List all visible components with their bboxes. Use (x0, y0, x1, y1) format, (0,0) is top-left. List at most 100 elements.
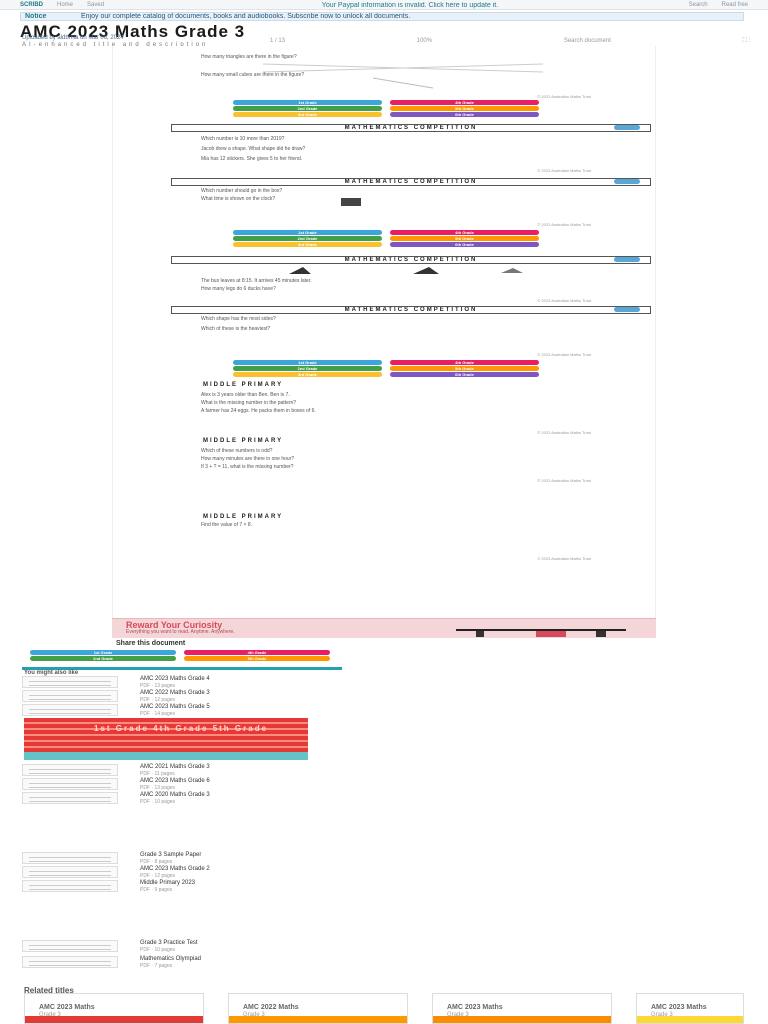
nav-search[interactable]: Search (688, 1, 708, 8)
grade-ad-block-share[interactable]: 1st Grade 4th Grade 2nd Grade 5th Grade (30, 650, 330, 661)
zoom-level[interactable]: 100% (416, 38, 433, 44)
share-ad-panel[interactable]: 1st Grade 4th Grade 2nd Grade 5th Grade (22, 648, 342, 670)
recommended-item[interactable]: Grade 3 Practice Test PDF · 10 pages (22, 940, 422, 954)
doc-name[interactable]: Grade 3 Sample Paper (140, 852, 202, 858)
page-indicator[interactable]: 1 / 13 (270, 38, 286, 44)
ad-pill[interactable]: 1st Grade (30, 650, 176, 655)
ad-pill[interactable]: 4th Grade (390, 230, 539, 235)
related-card-title[interactable]: AMC 2023 Maths (447, 1004, 503, 1011)
grade-ad-block-1[interactable]: 1st Grade 4th Grade 2nd Grade 5th Grade … (233, 100, 539, 117)
read-free-button[interactable]: Read free (721, 1, 748, 8)
ad-pill[interactable]: 1st Grade (233, 100, 382, 105)
related-card[interactable]: AMC 2023 Maths Grade 3 (432, 993, 612, 1024)
viewer-actions[interactable]: ⛶ ⋮ (742, 38, 750, 44)
ad-pill[interactable]: 5th Grade (390, 106, 539, 111)
ad-pill[interactable]: 6th Grade (390, 112, 539, 117)
question-7: What time is shown on the clock? (201, 196, 276, 202)
thumb-line (29, 871, 111, 872)
grade-ad-block-3[interactable]: 1st Grade 4th Grade 2nd Grade 5th Grade … (233, 360, 539, 377)
reward-title: Reward Your Curiosity (126, 620, 223, 630)
question-figure-2 (341, 198, 361, 206)
related-card[interactable]: AMC 2023 Maths Grade 3 (636, 993, 744, 1024)
grade-ad-block-2[interactable]: 1st Grade 4th Grade 2nd Grade 5th Grade … (233, 230, 539, 247)
ad-pill[interactable]: 3rd Grade (233, 372, 382, 377)
ad-pill[interactable]: 5th Grade (390, 366, 539, 371)
related-card[interactable]: AMC 2023 Maths Grade 3 (24, 993, 204, 1024)
brand-logo[interactable]: SCRIBD (20, 1, 44, 8)
recommended-item[interactable]: Grade 3 Sample Paper PDF · 8 pages (22, 852, 422, 866)
thumb-line (29, 885, 111, 886)
doc-name[interactable]: AMC 2023 Maths Grade 4 (140, 676, 210, 682)
section-header-text: MATHEMATICS COMPETITION (344, 307, 478, 313)
question-5: Mia has 12 stickers. She gives 5 to her … (201, 156, 303, 162)
recommended-item[interactable]: AMC 2020 Maths Grade 3 PDF · 10 pages (22, 792, 422, 806)
doc-name[interactable]: AMC 2020 Maths Grade 3 (140, 792, 210, 798)
doc-thumbnail[interactable] (22, 852, 118, 864)
recommended-item[interactable]: Mathematics Olympiad PDF · 7 pages (22, 956, 422, 970)
card-strip (637, 1016, 743, 1023)
recommended-item[interactable]: AMC 2023 Maths Grade 2 PDF · 12 pages (22, 866, 422, 880)
related-card-title[interactable]: AMC 2022 Maths (243, 1004, 299, 1011)
doc-name[interactable]: Mathematics Olympiad (140, 956, 202, 962)
doc-name[interactable]: Grade 3 Practice Test (140, 940, 198, 946)
search-document-input[interactable]: Search document (563, 38, 611, 44)
header-pill (614, 257, 640, 262)
ad-pill[interactable]: 6th Grade (390, 242, 539, 247)
reward-banner[interactable]: Reward Your Curiosity Everything you wan… (112, 618, 656, 638)
thumb-line (29, 949, 111, 950)
ad-pill[interactable]: 2nd Grade (233, 106, 382, 111)
doc-thumbnail[interactable] (22, 690, 118, 702)
recommended-item[interactable]: Middle Primary 2023 PDF · 9 pages (22, 880, 422, 894)
section-header-text: MATHEMATICS COMPETITION (344, 125, 478, 131)
ad-pill[interactable]: 4th Grade (390, 100, 539, 105)
card-strip (229, 1016, 407, 1023)
thumb-line (29, 961, 111, 962)
sidebar-ad[interactable]: 1st Grade 4th Grade 5th Grade (24, 718, 308, 760)
doc-thumbnail[interactable] (22, 956, 118, 968)
ad-pill[interactable]: 5th Grade (184, 656, 330, 661)
ad-pill[interactable]: 3rd Grade (233, 112, 382, 117)
doc-thumbnail[interactable] (22, 866, 118, 878)
recommended-item[interactable]: AMC 2021 Maths Grade 3 PDF · 11 pages (22, 764, 422, 778)
recommended-item[interactable]: AMC 2023 Maths Grade 6 PDF · 13 pages (22, 778, 422, 792)
doc-thumbnail[interactable] (22, 704, 118, 716)
thumb-line (29, 857, 111, 858)
related-card-subtitle: Grade 3 (447, 1012, 469, 1018)
thumb-line (29, 699, 111, 700)
doc-thumbnail[interactable] (22, 676, 118, 688)
doc-thumbnail[interactable] (22, 880, 118, 892)
doc-thumbnail[interactable] (22, 792, 118, 804)
related-card-title[interactable]: AMC 2023 Maths (39, 1004, 95, 1011)
payment-warning-banner[interactable]: Your Paypal information is invalid. Clic… (321, 2, 499, 9)
recommended-item[interactable]: AMC 2023 Maths Grade 4 PDF · 13 pages (22, 676, 422, 690)
doc-name[interactable]: AMC 2023 Maths Grade 6 (140, 778, 210, 784)
doc-thumbnail[interactable] (22, 778, 118, 790)
ad-pill[interactable]: 2nd Grade (30, 656, 176, 661)
ad-pill[interactable]: 5th Grade (390, 236, 539, 241)
recommended-item[interactable]: AMC 2023 Maths Grade 5 PDF · 14 pages (22, 704, 422, 718)
doc-name[interactable]: AMC 2021 Maths Grade 3 (140, 764, 210, 770)
ad-pill[interactable]: 4th Grade (184, 650, 330, 655)
ad-pill[interactable]: 4th Grade (390, 360, 539, 365)
ad-pill[interactable]: 3rd Grade (233, 242, 382, 247)
doc-thumbnail[interactable] (22, 764, 118, 776)
nav-saved[interactable]: Saved (87, 1, 105, 8)
ad-pill[interactable]: 6th Grade (390, 372, 539, 377)
ad-pill[interactable]: 1st Grade (233, 230, 382, 235)
related-card[interactable]: AMC 2022 Maths Grade 3 (228, 993, 408, 1024)
doc-info: PDF · 10 pages (140, 799, 176, 805)
related-card-title[interactable]: AMC 2023 Maths (651, 1004, 707, 1011)
related-titles-heading: Related titles (24, 986, 74, 995)
question-2: How many small cubes are there in the fi… (201, 72, 305, 78)
doc-name[interactable]: AMC 2023 Maths Grade 5 (140, 704, 210, 710)
doc-name[interactable]: Middle Primary 2023 (140, 880, 196, 886)
recommended-item[interactable]: AMC 2022 Maths Grade 3 PDF · 12 pages (22, 690, 422, 704)
doc-name[interactable]: AMC 2022 Maths Grade 3 (140, 690, 210, 696)
doc-name[interactable]: AMC 2023 Maths Grade 2 (140, 866, 210, 872)
doc-thumbnail[interactable] (22, 940, 118, 952)
ad-pill[interactable]: 1st Grade (233, 360, 382, 365)
ad-pill[interactable]: 2nd Grade (233, 236, 382, 241)
ad-pill[interactable]: 2nd Grade (233, 366, 382, 371)
subscribe-banner[interactable]: Notice Enjoy our complete catalog of doc… (20, 12, 744, 21)
nav-home[interactable]: Home (57, 1, 74, 8)
